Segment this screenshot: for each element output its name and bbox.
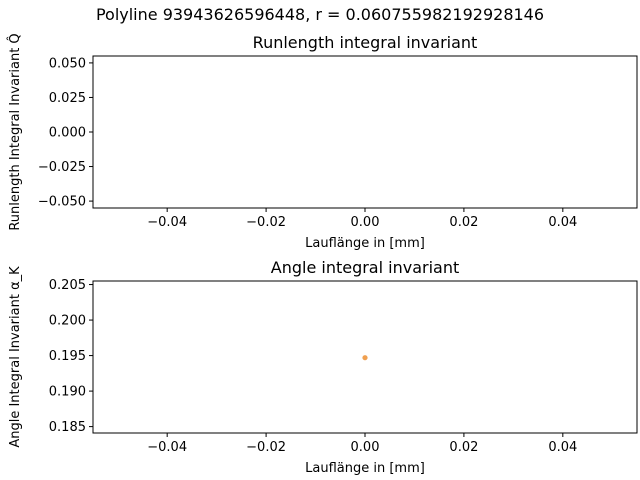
x-tick-label: 0.00	[351, 215, 380, 230]
x-tick-label: 0.02	[449, 440, 478, 455]
x-tick-label: 0.02	[449, 215, 478, 230]
runlength-axes: Runlength integral invariant −0.04 −0.02 0.…	[8, 33, 638, 251]
y-tick-label: 0.200	[49, 314, 86, 329]
x-axis-label: Lauflänge in [mm]	[305, 461, 425, 476]
axes-title: Angle integral invariant	[271, 258, 460, 277]
y-tick-label: 0.050	[49, 56, 86, 71]
data-point	[362, 355, 368, 361]
x-tick-label: 0.04	[548, 215, 577, 230]
y-tick-label: 0.185	[49, 420, 86, 435]
figure-suptitle: Polyline 93943626596448, r = 0.060755982…	[96, 5, 544, 24]
y-tick-label: 0.025	[49, 91, 86, 106]
y-tick-label: 0.000	[49, 126, 86, 141]
axes-title: Runlength integral invariant	[253, 33, 478, 52]
y-tick-label: −0.050	[38, 195, 86, 210]
angle-axes: Angle integral invariant −0.04 −0.02 0.00 0.…	[8, 258, 638, 476]
x-tick-label: 0.04	[548, 440, 577, 455]
y-tick-label: 0.195	[49, 349, 86, 364]
x-tick-label: 0.00	[351, 440, 380, 455]
y-tick-label: −0.025	[38, 160, 86, 175]
y-axis-label: Angle Integral Invariant α_K	[8, 266, 23, 448]
x-tick-label: −0.04	[147, 440, 187, 455]
x-tick-label: −0.02	[246, 440, 286, 455]
axes-frame	[92, 55, 638, 209]
y-axis-label: Runlength Integral Invariant Q̂	[8, 33, 23, 230]
x-tick-label: −0.04	[147, 215, 187, 230]
y-tick-label: 0.190	[49, 385, 86, 400]
y-tick-label: 0.205	[49, 278, 86, 293]
x-tick-label: −0.02	[246, 215, 286, 230]
x-axis-label: Lauflänge in [mm]	[305, 236, 425, 251]
